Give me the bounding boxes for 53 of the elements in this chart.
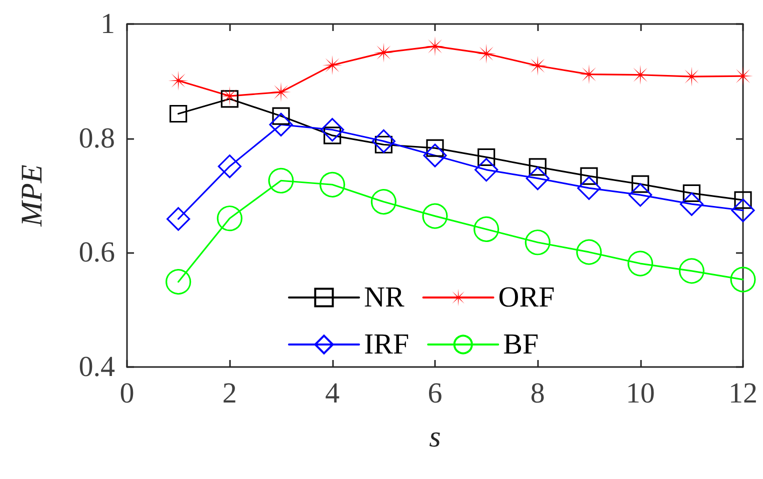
legend-label: IRF bbox=[364, 328, 410, 360]
point bbox=[166, 207, 190, 231]
point bbox=[478, 148, 496, 166]
point bbox=[170, 104, 188, 123]
point bbox=[320, 118, 344, 142]
point bbox=[474, 158, 498, 182]
point bbox=[682, 184, 700, 202]
point bbox=[474, 216, 500, 242]
x-tick-label: 10 bbox=[626, 378, 655, 410]
legend-label: ORF bbox=[498, 282, 555, 314]
point bbox=[580, 167, 598, 185]
y-tick-label: 0.8 bbox=[78, 122, 115, 154]
point bbox=[680, 192, 704, 216]
point bbox=[730, 266, 756, 292]
point bbox=[734, 191, 752, 209]
point bbox=[372, 129, 396, 153]
point bbox=[370, 188, 396, 215]
point bbox=[216, 206, 242, 232]
point bbox=[166, 269, 192, 295]
point bbox=[320, 172, 346, 198]
point bbox=[526, 166, 550, 190]
point bbox=[528, 56, 548, 76]
point bbox=[528, 158, 546, 176]
x-tick-label: 0 bbox=[120, 378, 134, 410]
point bbox=[632, 175, 650, 193]
x-tick-label: 2 bbox=[222, 378, 237, 410]
point bbox=[322, 55, 342, 76]
point bbox=[218, 154, 242, 178]
point bbox=[628, 250, 654, 276]
legend-label: NR bbox=[364, 282, 405, 314]
y-tick-label: 0.6 bbox=[78, 236, 115, 269]
point bbox=[220, 90, 238, 108]
point bbox=[577, 176, 601, 200]
y-tick-label: 1 bbox=[100, 8, 115, 40]
point bbox=[731, 198, 755, 222]
point bbox=[422, 203, 448, 229]
y-axis-title: MPE bbox=[16, 164, 48, 228]
point bbox=[423, 144, 447, 168]
point bbox=[678, 258, 704, 284]
x-tick-label: 6 bbox=[428, 378, 442, 410]
x-tick-label: 12 bbox=[728, 378, 758, 410]
x-tick-label: 4 bbox=[325, 378, 340, 410]
point bbox=[268, 168, 294, 194]
point bbox=[576, 239, 602, 265]
point bbox=[524, 230, 550, 256]
y-tick-label: 0.4 bbox=[78, 351, 116, 383]
point bbox=[269, 112, 293, 136]
x-tick-label: 8 bbox=[530, 378, 545, 410]
x-axis-title: s bbox=[429, 420, 441, 454]
point bbox=[628, 183, 652, 207]
point bbox=[476, 44, 496, 64]
point bbox=[168, 70, 188, 91]
legend-label: BF bbox=[503, 328, 539, 360]
